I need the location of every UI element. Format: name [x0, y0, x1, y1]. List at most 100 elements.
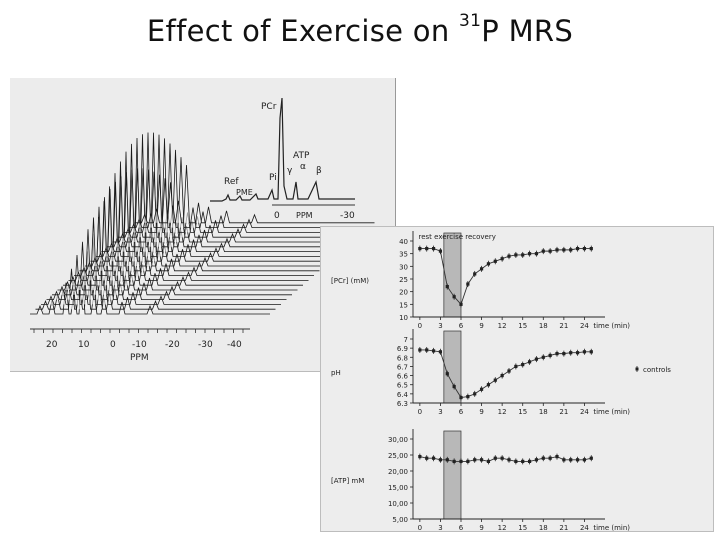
data-point	[555, 455, 559, 459]
data-point	[418, 348, 422, 352]
data-point	[589, 456, 593, 460]
data-point	[452, 384, 456, 389]
data-point	[486, 383, 491, 387]
data-point	[555, 248, 559, 252]
x-tick-label: 9	[479, 322, 483, 330]
data-point	[541, 355, 545, 359]
data-point	[493, 259, 497, 263]
x-tick-label: 0	[418, 408, 422, 416]
data-point	[582, 458, 587, 462]
x-tick-label: 6	[459, 408, 464, 416]
x-tick-label: 12	[498, 524, 507, 531]
data-point	[589, 247, 593, 251]
data-point	[582, 350, 587, 354]
peak-label-pcr: PCr	[261, 102, 277, 112]
data-point	[486, 262, 491, 266]
data-point	[466, 395, 470, 399]
data-point	[493, 456, 497, 460]
data-point	[431, 349, 436, 353]
top-axis-tick-0: 0	[274, 211, 280, 221]
data-point	[479, 267, 484, 271]
y-tick-label: 7	[404, 336, 408, 344]
x-tick-label: 18	[539, 408, 548, 416]
bottom-axis-label: PPM	[130, 353, 149, 363]
data-point	[507, 369, 511, 373]
x-tick-label: 24	[580, 524, 589, 531]
peak-label-pme: PME	[236, 188, 253, 197]
x-tick-label: 12	[498, 322, 507, 330]
exercise-window	[443, 232, 462, 318]
data-point	[431, 456, 436, 460]
exercise-window	[443, 430, 462, 520]
stacked-spectrum	[134, 164, 375, 224]
y-axis-label: [ATP] mM	[331, 477, 364, 485]
data-point	[527, 459, 532, 463]
time-chart-middle: 76.96.86.7 6.66.56.46.3 0 3 6 9 12 15 18 21 24 time…	[331, 329, 671, 416]
spectra-stack	[30, 132, 375, 315]
bottom-axis-tick: -10	[132, 340, 147, 350]
data-point	[541, 249, 545, 253]
data-point	[459, 459, 463, 463]
y-tick-label: 10,00	[388, 500, 408, 508]
reference-spectrum	[210, 97, 355, 202]
data-point	[527, 360, 532, 364]
data-point	[562, 352, 566, 356]
x-tick-label: 21	[559, 524, 568, 531]
peak-label-alpha: α	[300, 162, 306, 172]
x-axis-label: time (min)	[593, 408, 630, 416]
y-tick-label: 35	[399, 251, 408, 259]
stacked-spectrum	[123, 149, 364, 233]
bottom-axis-tick: 0	[110, 340, 116, 350]
stacked-spectrum	[118, 143, 358, 238]
data-point	[452, 295, 456, 299]
data-point	[452, 459, 456, 463]
data-point	[445, 372, 449, 376]
x-tick-label: 3	[438, 524, 442, 531]
stacked-spectrum	[112, 138, 353, 243]
data-point	[445, 458, 449, 462]
x-tick-label: 9	[479, 524, 483, 531]
data-point	[589, 350, 593, 354]
data-point	[575, 351, 580, 355]
data-point	[569, 458, 573, 462]
title-superscript: 31	[459, 11, 482, 32]
stacked-spectrum	[90, 134, 331, 262]
x-tick-label: 6	[459, 524, 464, 531]
exercise-window	[443, 330, 462, 404]
y-tick-label: 15	[399, 301, 408, 309]
x-tick-label: 24	[580, 322, 589, 330]
y-tick-label: 6.9	[397, 345, 408, 353]
y-tick-label: 6.6	[397, 373, 409, 381]
data-point	[541, 456, 545, 460]
x-axis-label: time (min)	[593, 524, 630, 531]
data-point	[418, 247, 422, 251]
x-tick-label: 15	[518, 408, 527, 416]
stacked-spectrum	[107, 134, 347, 248]
data-point	[438, 458, 443, 462]
bottom-axis-tick: -40	[227, 340, 242, 350]
data-point	[466, 459, 470, 463]
data-point	[473, 458, 477, 462]
bottom-axis-tick: -20	[165, 340, 180, 350]
peak-label-atp: ATP	[293, 151, 310, 161]
y-tick-label: 30,00	[388, 436, 408, 444]
data-point	[418, 455, 422, 459]
title-main: Effect of Exercise on	[146, 14, 460, 48]
data-point	[486, 459, 491, 463]
data-point	[507, 254, 511, 258]
y-tick-label: 6.4	[397, 391, 409, 399]
data-point	[569, 351, 573, 355]
slide-title: Effect of Exercise on 31P MRS	[0, 11, 720, 48]
peak-label-gamma: γ	[287, 166, 293, 176]
title-end: P MRS	[481, 14, 574, 48]
data-point	[555, 352, 559, 356]
stacked-spectrum	[63, 173, 303, 286]
x-tick-label: 21	[559, 322, 568, 330]
x-tick-label: 9	[479, 408, 483, 416]
data-point	[534, 458, 539, 462]
data-point	[425, 456, 429, 460]
x-tick-label: 15	[518, 322, 527, 330]
legend-label: controls	[643, 366, 671, 374]
x-tick-label: 12	[498, 408, 507, 416]
